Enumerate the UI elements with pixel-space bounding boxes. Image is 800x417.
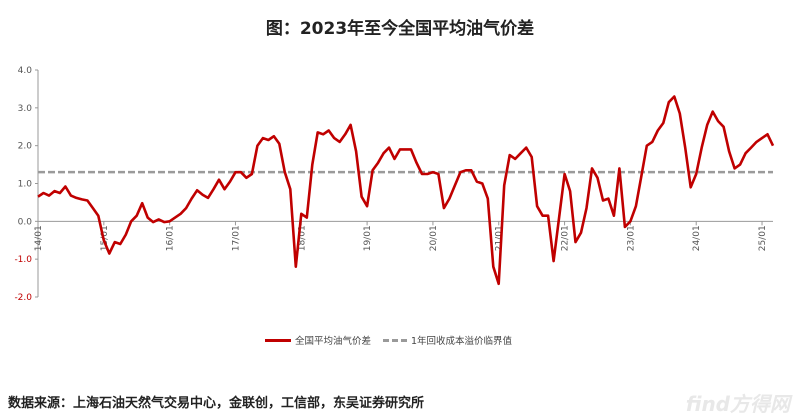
y-tick-label: -1.0 (14, 255, 32, 265)
data-source-note: 数据来源：上海石油天然气交易中心，金联创，工信部，东吴证券研究所 (8, 396, 425, 411)
watermark-logo: find方得网 (685, 392, 790, 416)
legend-swatch-series (265, 338, 291, 342)
x-tick-label: 18/01 (297, 225, 307, 251)
x-tick-label: 23/01 (626, 225, 636, 251)
y-tick-label: 3.0 (18, 104, 33, 114)
chart-axes (35, 69, 773, 298)
legend-label-series: 全国平均油气价差 (295, 336, 372, 347)
x-tick-label: 16/01 (166, 225, 176, 251)
chart-legend: 全国平均油气价差 1年回收成本溢价临界值 (265, 333, 512, 347)
x-tick-label: 21/01 (495, 225, 505, 251)
y-tick-label: 0.0 (18, 217, 33, 227)
y-tick-label: 4.0 (18, 66, 33, 76)
x-tick-label: 20/01 (429, 225, 439, 251)
x-tick-label: 24/01 (692, 225, 702, 251)
legend-swatch-threshold (383, 338, 408, 342)
x-tick-label: 19/01 (363, 225, 373, 251)
series-line (37, 95, 775, 286)
chart-tick-labels: 4.0 3.0 2.0 1.0 0.0 -1.0 -2.0 14/01 15/01 16/01 17… (14, 66, 768, 303)
legend-item-threshold: 1年回收成本溢价临界值 (383, 333, 512, 347)
x-tick-label: 17/01 (231, 225, 241, 251)
y-tick-label: 2.0 (18, 142, 33, 152)
y-tick-label: 1.0 (18, 180, 33, 190)
legend-item-series: 全国平均油气价差 (265, 333, 371, 347)
x-tick-label: 14/01 (34, 225, 44, 251)
x-tick-label: 25/01 (758, 225, 768, 251)
series-line-group (37, 95, 775, 286)
y-tick-label: -2.0 (14, 293, 32, 303)
x-tick-label: 15/01 (100, 225, 110, 251)
chart-title: 图：2023年至今全国平均油气价差 (265, 19, 535, 39)
x-tick-label: 22/01 (561, 225, 571, 251)
legend-label-threshold: 1年回收成本溢价临界值 (411, 336, 513, 347)
